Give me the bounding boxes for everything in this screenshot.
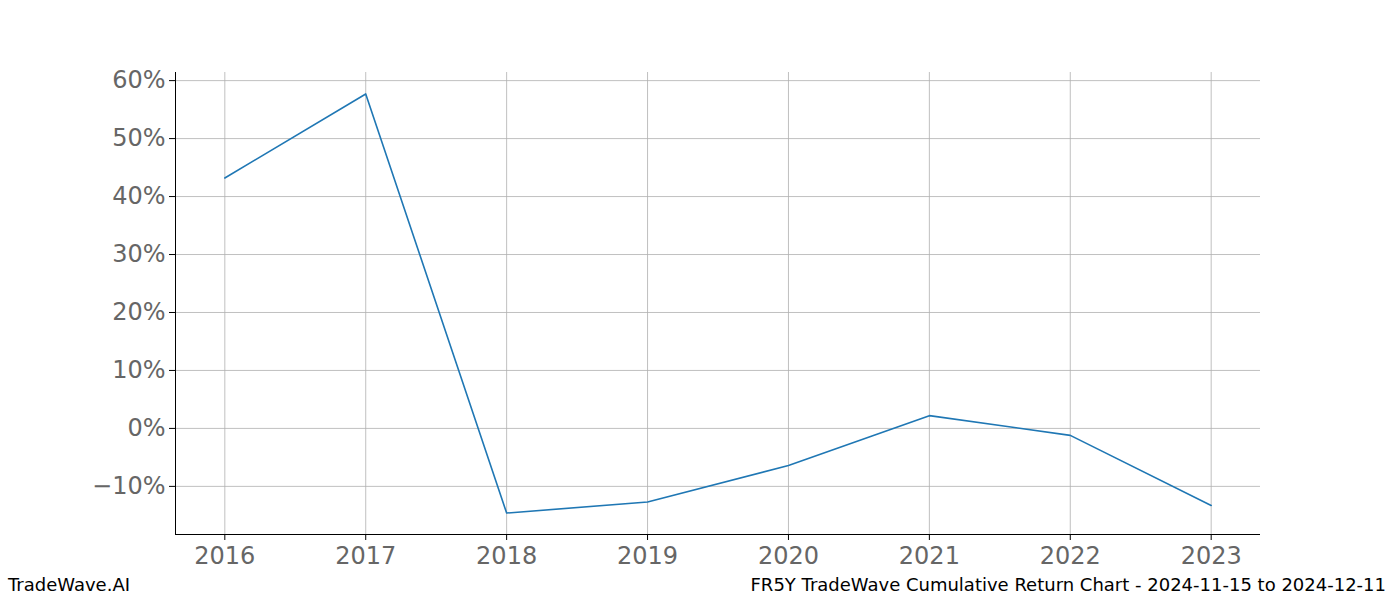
svg-text:50%: 50% (112, 124, 165, 152)
svg-text:20%: 20% (112, 298, 165, 326)
svg-text:2021: 2021 (899, 542, 960, 570)
svg-text:2017: 2017 (335, 542, 396, 570)
svg-text:2022: 2022 (1040, 542, 1101, 570)
svg-text:60%: 60% (112, 66, 165, 94)
html-text:TradeWave.AI: TradeWave.AI (8, 574, 130, 595)
svg-text:2018: 2018 (476, 542, 537, 570)
svg-text:−10%: −10% (92, 472, 165, 500)
svg-text:2023: 2023 (1181, 542, 1242, 570)
svg-text:30%: 30% (112, 240, 165, 268)
svg-text:2019: 2019 (617, 542, 678, 570)
svg-text:2020: 2020 (758, 542, 819, 570)
svg-text:2016: 2016 (194, 542, 255, 570)
svg-text:0%: 0% (127, 414, 165, 442)
svg-text:10%: 10% (112, 356, 165, 384)
html-text:FR5Y TradeWave Cumulative Retu: FR5Y TradeWave Cumulative Return Chart -… (750, 574, 1386, 595)
svg-text:40%: 40% (112, 182, 165, 210)
